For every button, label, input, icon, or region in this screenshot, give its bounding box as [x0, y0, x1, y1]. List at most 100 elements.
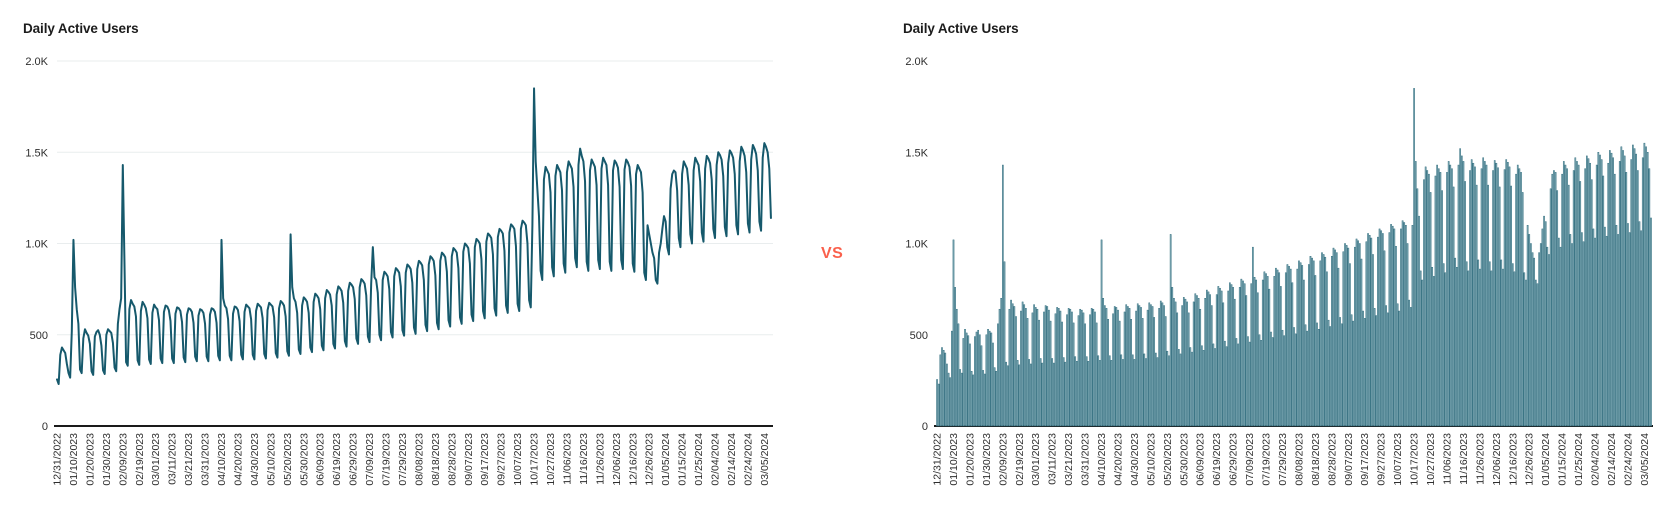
bar [1253, 277, 1256, 427]
x-axis-label: 03/21/2023 [183, 433, 195, 486]
bar [1513, 271, 1516, 427]
bar [1396, 303, 1399, 427]
x-axis-label: 09/27/2023 [496, 433, 508, 486]
bar [1625, 172, 1628, 427]
bar [1232, 287, 1234, 427]
x-axis-label: 02/24/2024 [742, 433, 754, 486]
bar [1418, 215, 1420, 427]
bar [1291, 282, 1294, 427]
x-axis-label: 05/10/2023 [265, 433, 277, 486]
bar [1125, 304, 1128, 427]
bar [1623, 155, 1626, 427]
bar [1607, 162, 1610, 427]
bar [1130, 319, 1132, 427]
bar [1245, 295, 1248, 427]
bar [1118, 320, 1121, 427]
bar [1431, 267, 1434, 427]
x-axis-label: 04/20/2023 [1112, 433, 1124, 486]
bar [1003, 261, 1006, 427]
bar [1538, 252, 1540, 427]
bar [1071, 311, 1073, 427]
bar [1145, 358, 1147, 427]
y-axis-label: 1.5K [25, 147, 48, 159]
x-axis-label: 01/05/2024 [660, 433, 672, 486]
bar [978, 334, 981, 427]
bar [1643, 142, 1646, 427]
x-axis-label: 12/06/2023 [611, 433, 623, 486]
bar [962, 338, 965, 427]
x-axis-label: 01/25/2024 [1573, 433, 1585, 486]
bar [1424, 166, 1427, 427]
bar [1268, 288, 1271, 427]
bar [1039, 358, 1042, 427]
bar [1210, 305, 1213, 427]
x-axis-label: 02/19/2023 [134, 433, 146, 486]
bar [1587, 158, 1590, 427]
bar [1243, 283, 1246, 427]
bar [1000, 298, 1003, 427]
x-axis-label: 12/16/2023 [627, 433, 639, 486]
bar [1270, 331, 1272, 427]
bar [1324, 256, 1327, 427]
bar [1526, 225, 1529, 427]
bar [1084, 323, 1086, 427]
bar [1240, 278, 1243, 427]
bar [1365, 241, 1368, 427]
bar [1630, 159, 1633, 427]
x-axis-label: 02/24/2024 [1622, 433, 1634, 486]
bar [1533, 257, 1536, 427]
bar [1155, 352, 1157, 427]
bar [1197, 298, 1200, 427]
bar [1099, 360, 1101, 427]
bar [1166, 350, 1169, 427]
x-axis-label: 04/10/2023 [216, 433, 228, 486]
x-axis-label: 03/05/2024 [1639, 433, 1651, 486]
x-axis-label: 04/20/2023 [232, 433, 244, 486]
bar [1426, 170, 1429, 427]
bar [1206, 289, 1208, 427]
bar [1010, 299, 1012, 427]
x-axis-label: 08/28/2023 [1326, 433, 1338, 486]
bar [1329, 326, 1332, 427]
bar [1393, 228, 1396, 427]
bar [1258, 334, 1261, 427]
bar [955, 308, 958, 427]
bar [1388, 232, 1391, 427]
bar [1113, 306, 1116, 427]
bar [1479, 268, 1481, 427]
bar [1337, 267, 1340, 427]
bar [1220, 290, 1223, 427]
bar [1117, 309, 1119, 427]
x-axis-label: 06/19/2023 [331, 433, 343, 486]
bar [1582, 241, 1585, 427]
x-axis-label: 09/27/2023 [1376, 433, 1388, 486]
x-axis-label: 01/30/2023 [981, 433, 993, 486]
x-axis-label: 02/09/2023 [117, 433, 129, 486]
x-axis-label: 02/04/2024 [710, 433, 722, 486]
x-axis-label: 05/20/2023 [1162, 433, 1174, 486]
bar [1360, 258, 1363, 427]
x-axis-label: 01/20/2023 [964, 433, 976, 486]
x-axis-label: 07/19/2023 [1261, 433, 1273, 486]
bar [1227, 290, 1230, 427]
bar [1299, 262, 1302, 427]
bar [1238, 287, 1241, 427]
x-axis-label: 11/26/2023 [594, 433, 606, 485]
bar [1520, 172, 1522, 427]
bar [1020, 310, 1022, 427]
x-axis-label: 06/29/2023 [1228, 433, 1240, 486]
bar [1452, 186, 1455, 427]
bar [1286, 264, 1289, 427]
bar [1293, 327, 1295, 427]
bar [1441, 190, 1443, 427]
bar [1375, 315, 1378, 427]
y-axis-label: 1.0K [25, 239, 48, 251]
x-axis-label: 05/10/2023 [1145, 433, 1157, 486]
x-axis-label: 02/14/2024 [1606, 433, 1618, 486]
bar [1214, 348, 1216, 427]
bar [1235, 338, 1238, 427]
bar [1168, 355, 1170, 427]
bar [1464, 181, 1466, 427]
bar [1456, 267, 1458, 427]
x-axis-label: 05/20/2023 [282, 433, 294, 486]
